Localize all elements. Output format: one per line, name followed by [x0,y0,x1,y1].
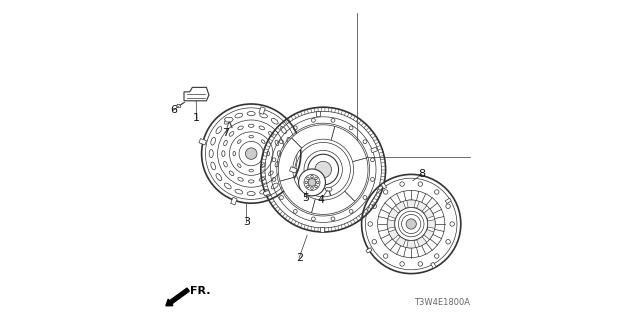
FancyArrow shape [166,288,189,306]
Polygon shape [424,208,434,219]
Text: 1: 1 [193,113,200,124]
Polygon shape [417,237,427,247]
Bar [199,139,207,145]
Polygon shape [407,200,415,208]
Polygon shape [388,229,399,240]
Text: 6: 6 [170,105,177,116]
Circle shape [362,174,461,274]
Polygon shape [388,208,399,219]
Circle shape [298,169,326,196]
Circle shape [246,148,257,159]
Polygon shape [177,104,180,108]
Polygon shape [280,178,316,213]
Bar [321,227,324,232]
Bar [230,197,237,205]
Polygon shape [225,117,234,122]
Circle shape [261,107,385,232]
Bar [371,147,378,153]
Bar [445,198,451,204]
Circle shape [406,219,417,229]
Text: 3: 3 [243,217,250,228]
Text: 7: 7 [222,128,229,138]
Polygon shape [312,191,355,214]
Polygon shape [428,220,435,228]
Circle shape [315,161,332,178]
Polygon shape [396,237,406,247]
Polygon shape [387,220,395,228]
Polygon shape [407,240,415,248]
Polygon shape [424,229,434,240]
Polygon shape [278,138,301,181]
Circle shape [308,179,316,186]
Bar [381,183,387,189]
Text: FR.: FR. [191,286,211,296]
Polygon shape [417,201,427,211]
Text: T3W4E1800A: T3W4E1800A [415,298,470,307]
Bar [366,248,372,253]
Text: 5: 5 [302,193,309,204]
Polygon shape [331,126,367,162]
Bar [317,111,321,116]
Polygon shape [292,125,335,148]
Polygon shape [325,188,332,191]
Bar [263,190,270,196]
Bar [289,167,297,173]
Bar [259,107,266,114]
Text: 2: 2 [296,252,303,263]
Bar [431,262,436,268]
Polygon shape [184,87,209,101]
Circle shape [202,104,301,203]
Text: 4: 4 [317,195,324,205]
Polygon shape [396,201,406,211]
Text: 8: 8 [418,169,426,180]
Polygon shape [345,158,368,201]
